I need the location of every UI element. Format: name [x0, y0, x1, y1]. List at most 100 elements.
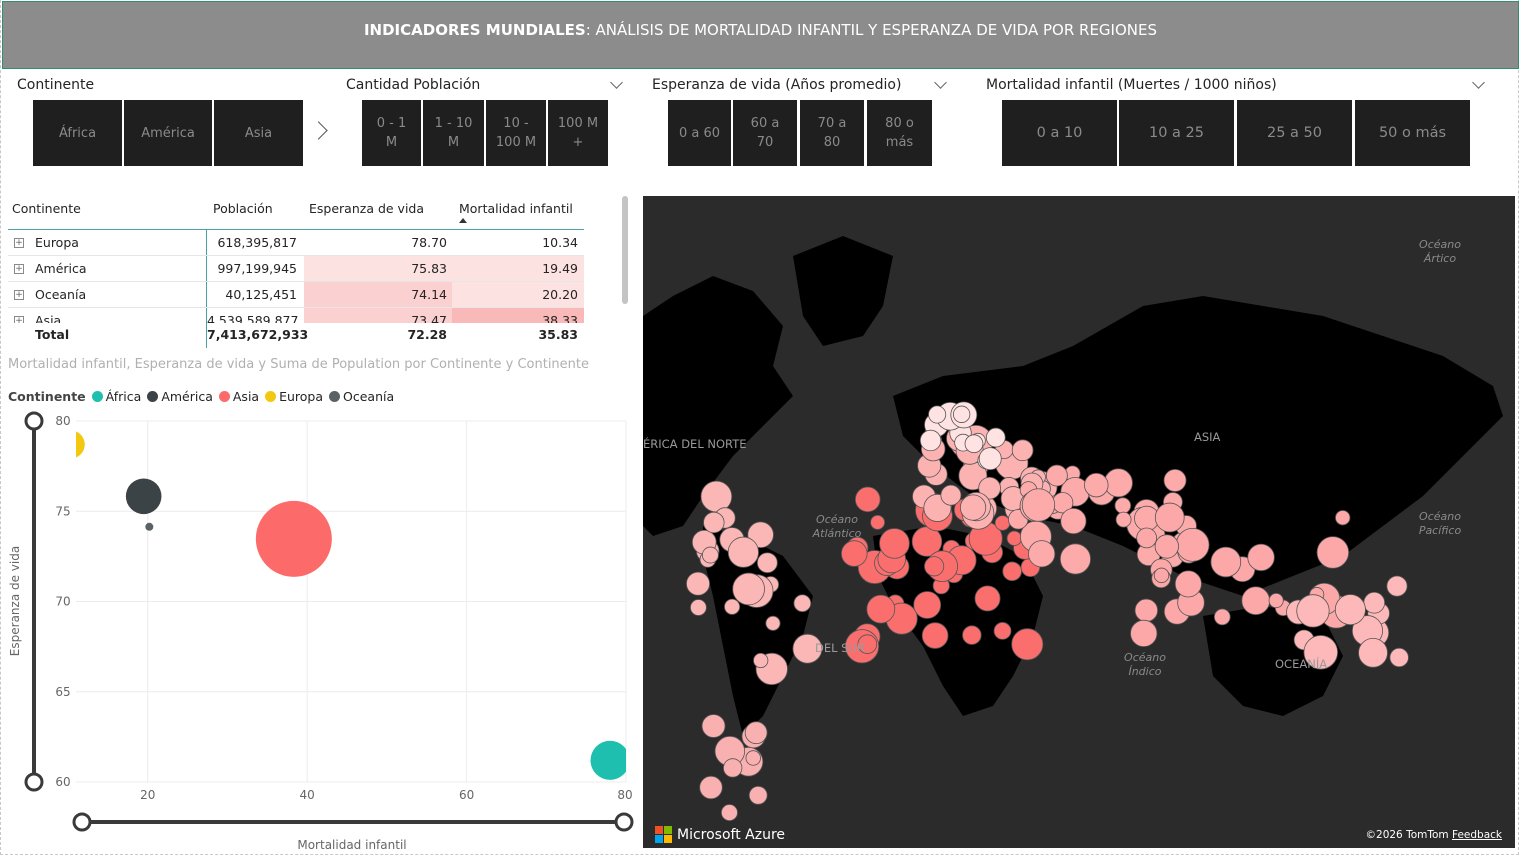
map-bubbles[interactable] [686, 401, 1409, 822]
map-country-bubble[interactable] [1334, 594, 1366, 626]
bubble-américa[interactable] [125, 478, 162, 515]
map-country-bubble[interactable] [792, 633, 823, 664]
map-country-bubble[interactable] [1136, 527, 1157, 549]
slicer-next-arrow-icon[interactable] [309, 121, 328, 140]
table-header-esperanza[interactable]: Esperanza de vida [309, 201, 425, 216]
legend-item-oceania[interactable]: Oceanía [343, 389, 395, 404]
map-country-bubble[interactable] [1011, 439, 1034, 462]
table-header-continente[interactable]: Continente [12, 201, 81, 216]
table-header-poblacion[interactable]: Población [213, 201, 273, 216]
map-country-bubble[interactable] [1358, 637, 1388, 668]
map-country-bubble[interactable] [1006, 530, 1022, 546]
expand-icon[interactable]: + [14, 290, 24, 300]
map-country-bubble[interactable] [1153, 567, 1170, 584]
map-country-bubble[interactable] [765, 615, 781, 631]
map-country-bubble[interactable] [994, 515, 1011, 531]
slicer-option-mort-50plus[interactable]: 50 o más [1355, 100, 1470, 166]
chevron-down-icon[interactable] [610, 76, 623, 89]
legend-item-europa[interactable]: Europa [279, 389, 324, 404]
world-map[interactable]: Océano Ártico Océano Atlántico Océano Pa… [643, 196, 1515, 848]
map-country-bubble[interactable] [1303, 635, 1339, 670]
bubble-europa[interactable] [57, 430, 85, 458]
map-country-bubble[interactable] [732, 572, 765, 606]
table-row[interactable]: + América 997,199,945 75.83 19.49 [8, 256, 584, 282]
map-country-bubble[interactable] [870, 514, 886, 530]
legend-item-asia[interactable]: Asia [232, 389, 260, 404]
map-country-bubble[interactable] [993, 622, 1012, 640]
map-country-bubble[interactable] [1175, 527, 1210, 562]
slicer-option-mort-25-50[interactable]: 25 a 50 [1237, 100, 1352, 166]
map-country-bubble[interactable] [928, 405, 947, 424]
map-country-bubble[interactable] [1059, 543, 1091, 575]
map-country-bubble[interactable] [1296, 594, 1330, 628]
table-scrollbar[interactable] [622, 196, 628, 304]
slicer-option-mort-0-10[interactable]: 0 a 10 [1002, 100, 1117, 166]
map-country-bubble[interactable] [857, 634, 878, 654]
map-country-bubble[interactable] [1386, 575, 1408, 597]
map-country-bubble[interactable] [720, 804, 738, 822]
map-country-bubble[interactable] [1045, 464, 1068, 487]
map-country-bubble[interactable] [974, 585, 1001, 612]
map-country-bubble[interactable] [1011, 628, 1044, 661]
map-country-bubble[interactable] [727, 536, 759, 568]
map-country-bubble[interactable] [748, 785, 768, 805]
map-country-bubble[interactable] [964, 434, 984, 454]
slicer-option-africa[interactable]: África [33, 100, 122, 166]
map-country-bubble[interactable] [701, 714, 726, 738]
map-country-bubble[interactable] [1316, 536, 1350, 569]
legend-item-america[interactable]: América [161, 389, 213, 404]
slicer-option-america[interactable]: América [124, 100, 212, 166]
map-country-bubble[interactable] [1213, 608, 1231, 626]
map-country-bubble[interactable] [1247, 543, 1275, 572]
map-country-bubble[interactable] [1363, 591, 1386, 614]
map-country-bubble[interactable] [1389, 647, 1409, 668]
slicer-option-esp-70-80[interactable]: 70 a 80 [800, 100, 864, 166]
map-country-bubble[interactable] [1210, 546, 1242, 578]
table-row[interactable]: + Oceanía 40,125,451 74.14 20.20 [8, 282, 584, 308]
expand-icon[interactable]: + [14, 316, 24, 323]
map-country-bubble[interactable] [703, 511, 725, 534]
map-country-bubble[interactable] [1103, 468, 1133, 498]
slicer-option-esp-0-60[interactable]: 0 a 60 [668, 100, 731, 166]
map-country-bubble[interactable] [1084, 472, 1109, 498]
x-range-slider-min-handle[interactable] [72, 812, 92, 832]
map-country-bubble[interactable] [978, 476, 1001, 500]
feedback-link[interactable]: Feedback [1451, 829, 1502, 841]
map-country-bubble[interactable] [1335, 510, 1351, 526]
map-country-bubble[interactable] [841, 540, 868, 567]
y-range-slider-max-handle[interactable] [24, 411, 44, 431]
table-header-mortalidad[interactable]: Mortalidad infantil [459, 201, 573, 216]
map-country-bubble[interactable] [1154, 534, 1179, 559]
map-country-bubble[interactable] [962, 625, 982, 645]
chevron-down-icon[interactable] [934, 76, 947, 89]
map-country-bubble[interactable] [1163, 468, 1187, 492]
expand-icon[interactable]: + [14, 264, 24, 274]
map-country-bubble[interactable] [879, 528, 910, 559]
map-country-bubble[interactable] [1134, 598, 1159, 623]
slicer-option-pop-1-10[interactable]: 1 - 10 M [423, 100, 484, 166]
chevron-down-icon[interactable] [1472, 76, 1485, 89]
map-country-bubble[interactable] [921, 622, 949, 649]
map-country-bubble[interactable] [1002, 561, 1022, 582]
map-country-bubble[interactable] [1130, 619, 1158, 648]
map-country-bubble[interactable] [854, 486, 881, 513]
map-country-bubble[interactable] [1268, 592, 1284, 609]
map-country-bubble[interactable] [699, 775, 723, 800]
map-canvas[interactable]: Océano Ártico Océano Atlántico Océano Pa… [643, 196, 1515, 848]
map-country-bubble[interactable] [1114, 497, 1132, 514]
table-row[interactable]: + Asia 4,539,589,877 73.47 38.33 [8, 308, 584, 323]
map-country-bubble[interactable] [745, 750, 761, 766]
slicer-option-pop-100plus[interactable]: 100 M + [548, 100, 608, 166]
map-country-bubble[interactable] [724, 598, 741, 615]
slicer-option-mort-10-25[interactable]: 10 a 25 [1119, 100, 1234, 166]
map-country-bubble[interactable] [744, 721, 768, 745]
slicer-option-asia[interactable]: Asia [214, 100, 303, 166]
map-country-bubble[interactable] [1060, 508, 1087, 535]
bubble-oceanía[interactable] [145, 522, 154, 531]
map-country-bubble[interactable] [1028, 540, 1056, 568]
y-range-slider-min-handle[interactable] [24, 772, 44, 792]
slicer-option-pop-10-100[interactable]: 10 - 100 M [486, 100, 546, 166]
map-country-bubble[interactable] [793, 594, 812, 613]
map-country-bubble[interactable] [1154, 502, 1185, 533]
map-country-bubble[interactable] [913, 591, 942, 619]
